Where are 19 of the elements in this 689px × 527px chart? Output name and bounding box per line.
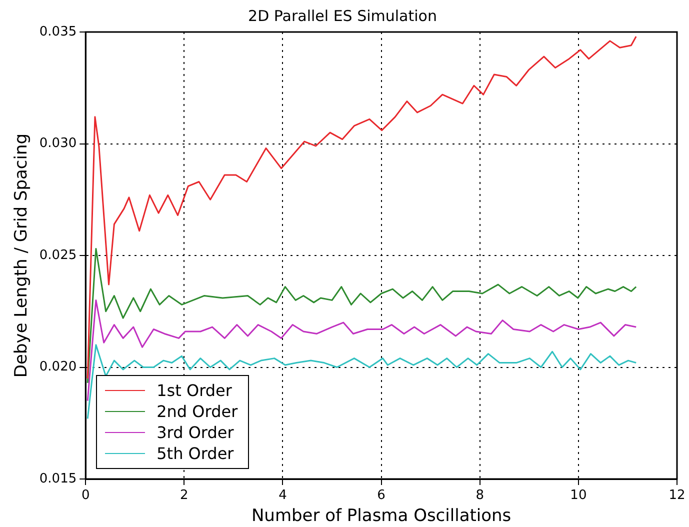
x-tick-label: 2: [180, 488, 188, 504]
y-tick-label: 0.030: [39, 136, 77, 152]
x-axis-title: Number of Plasma Oscillations: [251, 506, 512, 526]
y-tick-label: 0.020: [39, 360, 77, 375]
y-tick-label: 0.035: [39, 24, 77, 40]
y-tick-label: 0.025: [39, 248, 77, 263]
y-axis-title: Debye Length / Grid Spacing: [12, 133, 32, 378]
x-tick-label: 10: [570, 488, 587, 504]
x-tick-label: 8: [476, 488, 484, 504]
x-tick-label: 12: [668, 488, 686, 504]
x-tick-label: 6: [377, 488, 386, 504]
chart-title: 2D Parallel ES Simulation: [248, 6, 437, 25]
legend-label: 2nd Order: [156, 401, 238, 422]
y-tick-label: 0.015: [39, 471, 77, 486]
legend-label: 5th Order: [156, 443, 234, 464]
x-tick-label: 0: [81, 488, 90, 504]
legend-label: 1st Order: [156, 380, 232, 401]
x-tick-label: 4: [278, 488, 287, 504]
legend-label: 3rd Order: [156, 422, 234, 443]
